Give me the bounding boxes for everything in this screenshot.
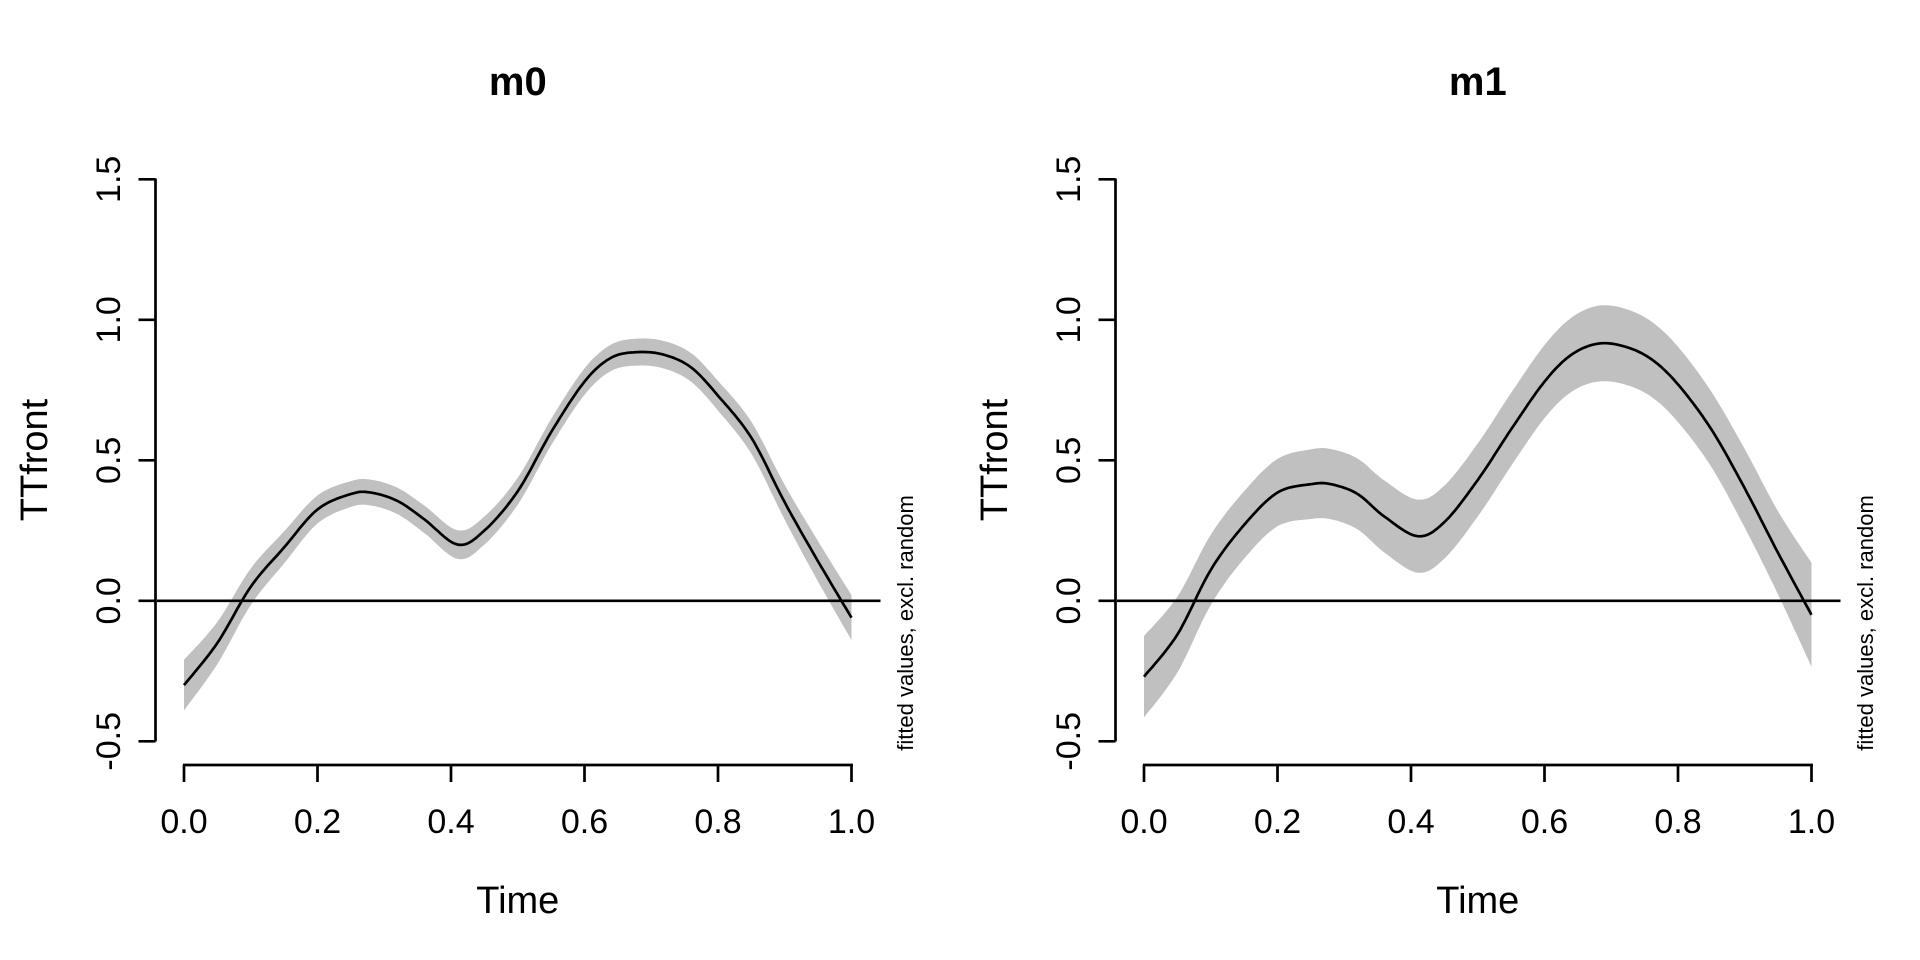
y-tick-label: 1.0	[90, 296, 128, 343]
x-tick-label: 1.0	[828, 803, 875, 841]
panel-title: m1	[1449, 60, 1507, 104]
panel-m0: -0.5 0.0 0.5 1.0 1.5 0.0 0.2 0.4 0.6 0.8 1.0 m0 Ti…	[14, 60, 918, 922]
right-annotation: fitted values, excl. random	[893, 495, 918, 751]
panel-title: m0	[489, 60, 547, 104]
x-tick-label: 0.4	[1387, 803, 1434, 841]
fit-line	[182, 350, 853, 686]
y-tick-label: 1.5	[1050, 156, 1088, 203]
x-tick-label: 0.8	[1654, 803, 1701, 841]
y-tick-label: 0.5	[90, 437, 128, 484]
x-axis-label: Time	[476, 880, 559, 922]
x-tick-label: 0.0	[1120, 803, 1167, 841]
y-tick-label: 0.0	[90, 577, 128, 624]
x-tick-label: 0.2	[1254, 803, 1301, 841]
x-tick-label: 0.6	[561, 803, 608, 841]
x-tick-label: 0.4	[427, 803, 474, 841]
right-annotation: fitted values, excl. random	[1853, 495, 1878, 751]
x-tick-label: 0.8	[694, 803, 741, 841]
y-tick-label: 0.0	[1050, 577, 1088, 624]
y-tick-label: -0.5	[1050, 712, 1088, 771]
y-tick-label: 1.5	[90, 156, 128, 203]
x-tick-label: 0.2	[294, 803, 341, 841]
plot-area-m0: -0.5 0.0 0.5 1.0 1.5 0.0 0.2 0.4 0.6 0.8 1.0	[90, 156, 881, 841]
y-tick-label: 1.0	[1050, 296, 1088, 343]
x-tick-label: 0.6	[1521, 803, 1568, 841]
x-tick-label: 1.0	[1788, 803, 1835, 841]
x-axis-label: Time	[1436, 880, 1519, 922]
panel-m1: -0.5 0.0 0.5 1.0 1.5 0.0 0.2 0.4 0.6 0.8 1.0 m1 Ti…	[974, 60, 1878, 922]
y-tick-label: -0.5	[90, 712, 128, 771]
confidence-band	[184, 338, 852, 711]
x-tick-label: 0.0	[160, 803, 207, 841]
y-tick-label: 0.5	[1050, 437, 1088, 484]
fit-line	[1142, 341, 1813, 678]
confidence-band	[1144, 305, 1812, 718]
y-axis-label: TTfront	[974, 398, 1016, 521]
plot-area-m1: -0.5 0.0 0.5 1.0 1.5 0.0 0.2 0.4 0.6 0.8 1.0	[1050, 156, 1841, 841]
y-axis-label: TTfront	[14, 398, 56, 521]
